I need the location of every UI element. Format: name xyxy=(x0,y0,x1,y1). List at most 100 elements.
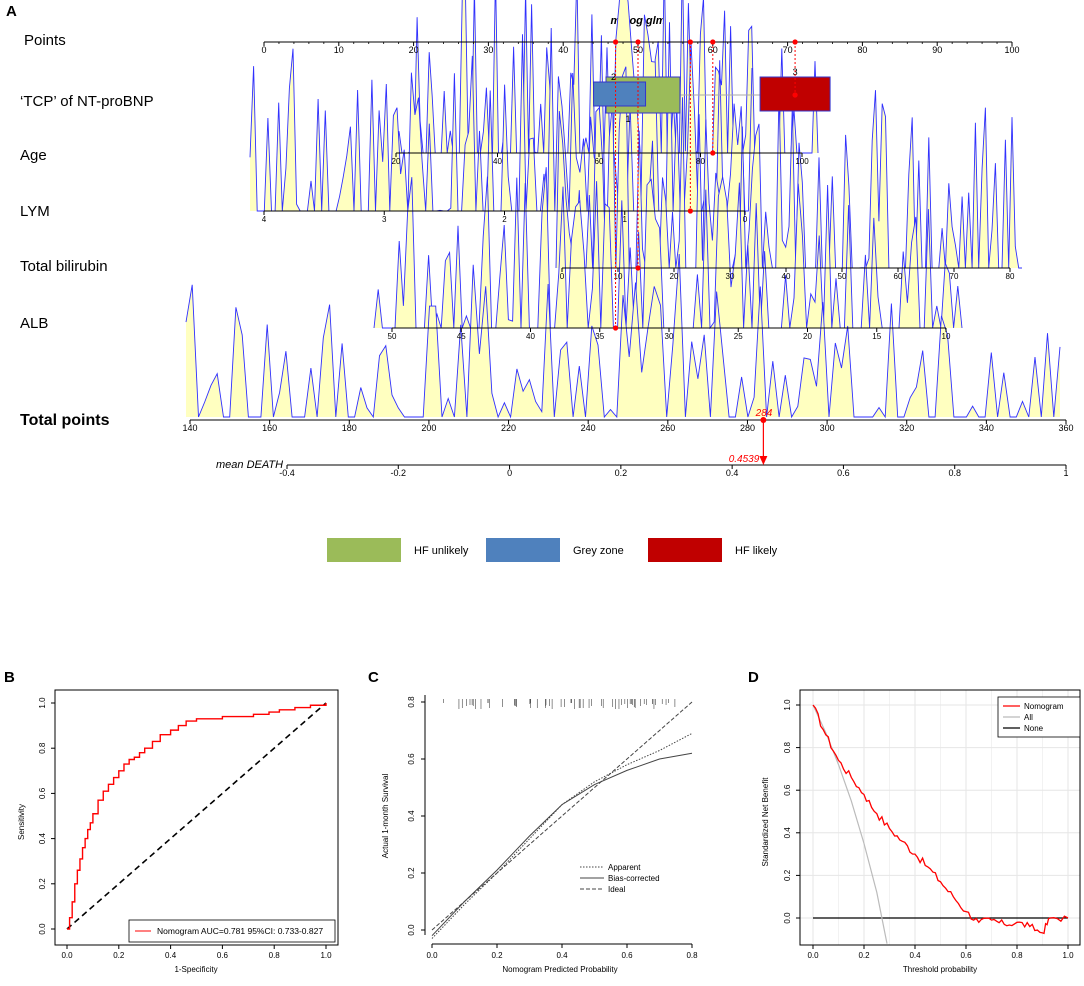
age-tick-label: 20 xyxy=(392,157,401,166)
bili-tick-label: 30 xyxy=(726,272,735,281)
alb-tick-label: 15 xyxy=(872,332,881,341)
alb-tick-label: 50 xyxy=(388,332,397,341)
panel-c: C 0.0 0.0 0.2 0.2 0.4 0.4 0.6 0.6 0.8 0.8 Nomogra… xyxy=(368,669,698,974)
points-tick-label: 40 xyxy=(558,45,568,55)
tcp-boxes: 213 xyxy=(593,67,831,124)
lym-tick-label: 0 xyxy=(743,215,748,224)
bili-tick-label: 60 xyxy=(894,272,903,281)
calibration-line-apparent xyxy=(431,732,693,939)
calibration-line-bias-corrected xyxy=(431,752,693,937)
legend-label-hf-unlikely: HF unlikely xyxy=(414,545,469,557)
legend-label-none-d: None xyxy=(1024,724,1044,733)
row-label-alb: ALB xyxy=(20,315,48,332)
legend-label-hf-likely: HF likely xyxy=(735,545,778,557)
total-points-tick-label: 240 xyxy=(581,423,596,433)
y-tick-label-d: 0.4 xyxy=(783,827,792,839)
total-points-tick-label: 140 xyxy=(182,423,197,433)
x-tick-label-d: 0.0 xyxy=(807,951,819,960)
bili-tick-label: 40 xyxy=(782,272,791,281)
legend-label-bias-corrected: Bias-corrected xyxy=(608,874,660,883)
total-points-value-label: 284 xyxy=(755,408,773,419)
x-tick-label-d: 0.6 xyxy=(960,951,972,960)
legend-b: Nomogram AUC=0.781 95%CI: 0.733-0.827 xyxy=(128,919,336,943)
y-tick-label-c: 0.2 xyxy=(407,867,416,879)
total-points-tick-label: 280 xyxy=(740,423,755,433)
y-tick-label-d: 0.0 xyxy=(783,912,792,924)
legend-a: HF unlikely Grey zone HF likely xyxy=(327,538,778,562)
lym-tick-label: 2 xyxy=(502,215,507,224)
x-tick-label-d: 1.0 xyxy=(1062,951,1074,960)
alb-tick-label: 35 xyxy=(595,332,604,341)
mean-death-tick-label: -0.4 xyxy=(279,468,295,478)
x-tick-label-b: 0.0 xyxy=(61,951,73,960)
alb-tick-label: 25 xyxy=(734,332,743,341)
roc-curve xyxy=(67,703,327,930)
axis-label-x-c: Nomogram Predicted Probability xyxy=(502,965,617,974)
panel-d: D 0.0 0.2 0.4 0.6 0.8 1.0 0.0 0.2 0.4 0.6 0.8 1.0 T… xyxy=(748,669,1081,974)
legend-label-nomogram-d: Nomogram xyxy=(1024,702,1064,711)
total-density-fill xyxy=(186,254,1060,417)
mean-death-tick-label: 0.8 xyxy=(948,468,961,478)
x-tick-label-b: 0.2 xyxy=(113,951,125,960)
mean-death-tick-label: -0.2 xyxy=(391,468,407,478)
x-tick-label-b: 0.8 xyxy=(269,951,281,960)
x-tick-label-d: 0.2 xyxy=(858,951,870,960)
age-tick-label: 100 xyxy=(795,157,809,166)
legend-label-grey-zone: Grey zone xyxy=(573,545,624,557)
lym-tick-label: 3 xyxy=(382,215,387,224)
mean-death-tick-label: 0 xyxy=(507,468,512,478)
mean-death-tick-label: 0.2 xyxy=(615,468,628,478)
total-points-tick-label: 200 xyxy=(421,423,436,433)
total-points-tick-label: 300 xyxy=(820,423,835,433)
bili-tick-label: 0 xyxy=(560,272,565,281)
bili-tick-label: 10 xyxy=(614,272,623,281)
x-tick-label-c: 0.2 xyxy=(491,951,503,960)
age-density-line xyxy=(395,0,819,155)
y-tick-label-b: 1.0 xyxy=(38,697,47,709)
axes-c: 0.0 0.0 0.2 0.2 0.4 0.4 0.6 0.6 0.8 0.8 xyxy=(407,695,698,960)
panel-b: B 0.0 0.0 0.2 0.2 0.4 0.4 0.6 0.6 0.8 0.8 1.0 1.0 1… xyxy=(4,669,339,974)
bili-tick-label: 80 xyxy=(1006,272,1015,281)
alb-tick-label: 45 xyxy=(457,332,466,341)
legend-label-all-d: All xyxy=(1024,713,1033,722)
points-tick-label: 20 xyxy=(409,45,419,55)
panel-a: A mylog glm Points ‘TCP’ of NT-proBNP Ag… xyxy=(6,0,1074,562)
y-tick-label-d: 1.0 xyxy=(783,699,792,711)
lym-points-marker xyxy=(687,39,693,45)
panel-label-c: C xyxy=(368,669,379,686)
y-tick-label-c: 0.8 xyxy=(407,696,416,708)
dca-line-nomogram xyxy=(812,704,1069,935)
panel-label-a: A xyxy=(6,3,17,20)
x-tick-label-b: 1.0 xyxy=(320,951,332,960)
legend-box-b xyxy=(128,919,336,943)
axes-b: 0.0 0.0 0.2 0.2 0.4 0.4 0.6 0.6 0.8 0.8 1.0 1.0 xyxy=(38,697,332,960)
bili-points-marker xyxy=(635,39,641,45)
tcp-points-marker xyxy=(792,39,798,45)
axis-label-x-d: Threshold probability xyxy=(903,965,977,974)
mean-death-tick-label: 0.6 xyxy=(837,468,850,478)
alb-points-marker xyxy=(612,39,619,45)
mean-death-arrowhead xyxy=(759,456,768,465)
panel-label-d: D xyxy=(748,669,759,686)
total-points-tick-label: 220 xyxy=(501,423,516,433)
axis-label-y-b: Sensitivity xyxy=(17,804,26,840)
total-density-line xyxy=(185,253,1061,419)
x-tick-label-d: 0.4 xyxy=(909,951,921,960)
tcp-category-label: 1 xyxy=(625,114,630,124)
age-tick-label: 40 xyxy=(493,157,502,166)
row-label-bilirubin: Total bilirubin xyxy=(20,258,108,275)
y-tick-label-b: 0.6 xyxy=(38,787,47,799)
points-tick-label: 30 xyxy=(483,45,493,55)
row-label-points: Points xyxy=(24,32,66,49)
x-tick-label-d: 0.8 xyxy=(1011,951,1023,960)
tcp-category-label: 2 xyxy=(611,72,616,82)
x-tick-label-c: 0.8 xyxy=(686,951,698,960)
mean-death-value-label: 0.4539 xyxy=(729,454,760,465)
bili-tick-label: 50 xyxy=(838,272,847,281)
alb-tick-label: 40 xyxy=(526,332,535,341)
points-tick-label: 80 xyxy=(857,45,867,55)
row-label-total-points: Total points xyxy=(20,412,110,429)
total-points-tick-label: 260 xyxy=(660,423,675,433)
panel-label-b: B xyxy=(4,669,15,686)
